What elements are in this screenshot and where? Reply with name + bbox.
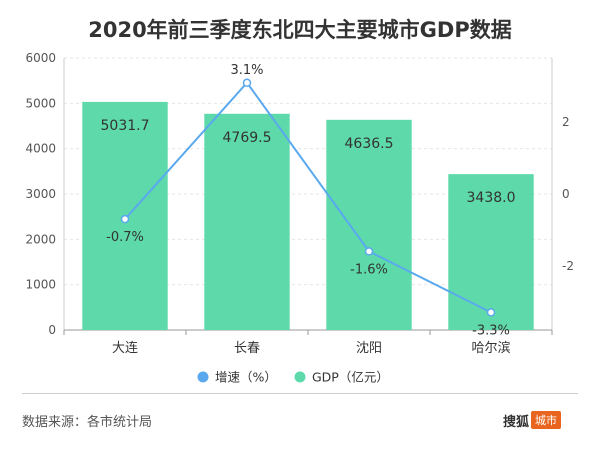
bar-value-label: 4636.5 [345, 136, 394, 152]
source-note: 数据来源：各市统计局 [22, 415, 153, 430]
y-left-tick-label: 2000 [25, 232, 56, 246]
y-left-tick-label: 6000 [25, 51, 56, 65]
brand-logo: 搜狐 城市 [503, 410, 562, 430]
y-right-tick-label: -2 [562, 259, 574, 273]
legend-label-gdp: GDP（亿元） [312, 370, 389, 385]
bar-value-label: 3438.0 [467, 190, 516, 206]
bar [448, 174, 534, 330]
y-right-tick-label: 2 [562, 115, 570, 129]
bar-value-label: 4769.5 [223, 130, 272, 146]
line-value-label: -1.6% [350, 262, 388, 277]
category-label: 长春 [234, 341, 260, 356]
line-point [486, 308, 496, 317]
legend-label-growth: 增速（%） [215, 370, 277, 385]
chart-title: 2020年前三季度东北四大主要城市GDP数据 [88, 18, 512, 42]
line-point [242, 78, 252, 88]
y-left-tick-label: 1000 [25, 278, 56, 292]
y-left-tick-label: 4000 [25, 142, 56, 156]
bar [204, 113, 290, 330]
category-label: 大连 [112, 340, 138, 356]
legend-swatch-growth [197, 371, 209, 383]
bar-value-label: 5031.7 [101, 118, 150, 134]
y-left-tick-label: 3000 [25, 187, 56, 201]
line-point [120, 214, 130, 224]
category-label: 哈尔滨 [471, 340, 510, 356]
chart-svg: 0 1000 2000 3000 4000 5000 6000 -2 0 2 5031.7 4769.… [25, 51, 574, 385]
footer-divider [22, 393, 578, 394]
y-right-tick-label: 0 [562, 187, 570, 201]
y-left-tick-label: 0 [48, 323, 56, 337]
category-label: 沈阳 [356, 341, 382, 356]
line-value-label: -3.3% [472, 323, 510, 338]
bar [326, 119, 412, 330]
brand-tag: 城市 [531, 411, 562, 429]
series-line [124, 81, 492, 314]
brand-name: 搜狐 [503, 414, 530, 430]
line-value-label: 3.1% [230, 63, 263, 78]
y-left-tick-label: 5000 [25, 96, 56, 110]
line-point [364, 247, 374, 256]
legend-swatch-gdp [294, 371, 306, 383]
line-value-label: -0.7% [106, 230, 144, 245]
